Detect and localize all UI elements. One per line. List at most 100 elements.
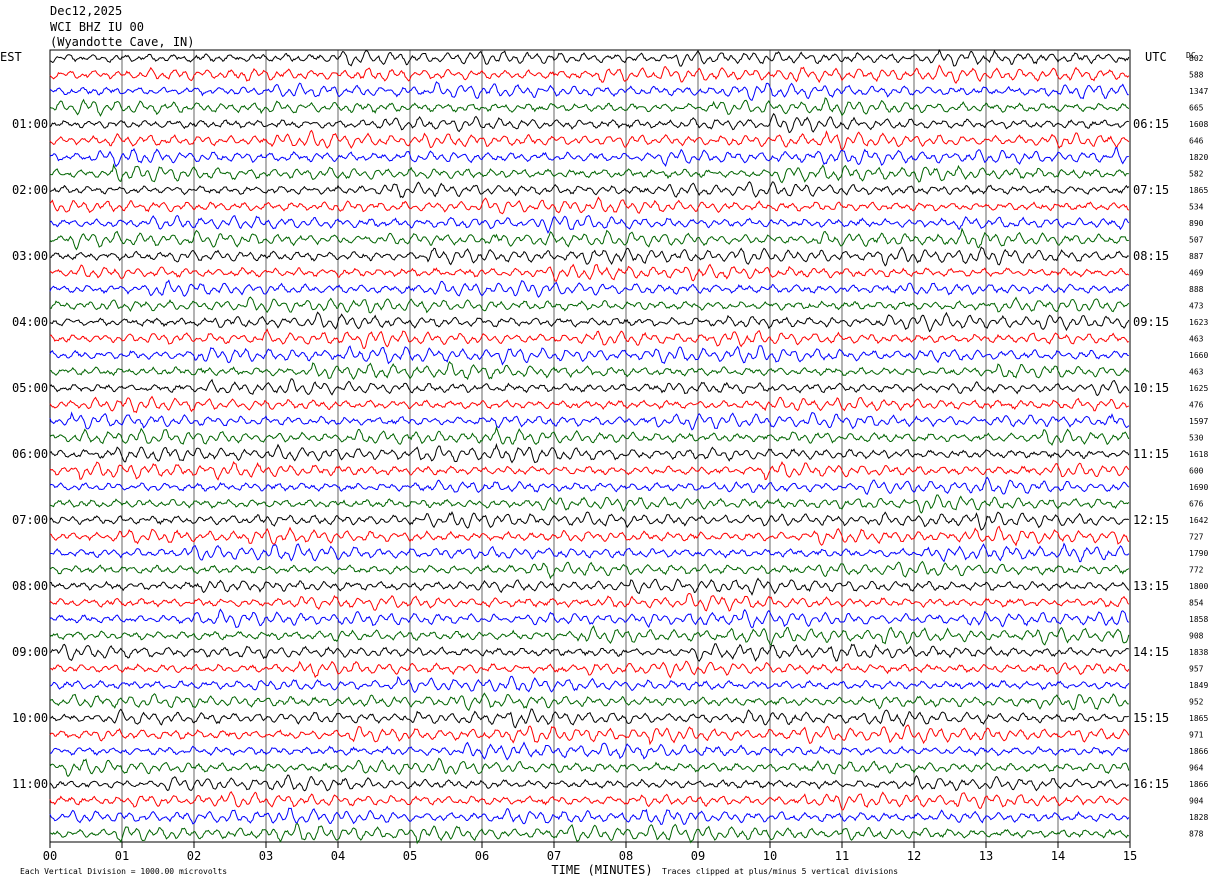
est-hour-label: 02:00 xyxy=(12,183,48,197)
trace-line xyxy=(49,510,1129,531)
est-hour-label: 06:00 xyxy=(12,447,48,461)
trace-line xyxy=(49,345,1129,366)
trace-line xyxy=(49,708,1129,729)
trace-line xyxy=(49,724,1130,746)
trace-line xyxy=(49,97,1130,117)
trace-line xyxy=(49,560,1130,580)
dc-offset-label: 1625 xyxy=(1189,384,1208,393)
trace-line xyxy=(49,81,1129,101)
x-tick-label: 06 xyxy=(475,849,489,863)
dc-offset-label: 1828 xyxy=(1189,813,1208,822)
utc-hour-label: 10:15 xyxy=(1133,381,1169,395)
trace-line xyxy=(49,757,1130,778)
dc-label: DC xyxy=(1186,51,1196,60)
trace-line xyxy=(49,608,1130,629)
trace-line xyxy=(49,328,1130,350)
trace-line xyxy=(49,577,1130,596)
dc-offset-label: 802 xyxy=(1189,54,1204,63)
utc-hour-label: 06:15 xyxy=(1133,117,1169,131)
utc-hour-label: 11:15 xyxy=(1133,447,1169,461)
location-label: (Wyandotte Cave, IN) xyxy=(50,35,195,49)
trace-line xyxy=(49,246,1129,267)
trace-line xyxy=(49,196,1130,215)
trace-line xyxy=(49,790,1129,811)
x-tick-label: 03 xyxy=(259,849,273,863)
trace-line xyxy=(49,64,1130,84)
dc-offset-label: 957 xyxy=(1189,665,1204,674)
trace-line xyxy=(49,146,1129,168)
dc-offset-label: 1608 xyxy=(1189,120,1208,129)
trace-line xyxy=(49,395,1130,414)
dc-offset-label: 473 xyxy=(1189,302,1204,311)
trace-line xyxy=(49,525,1130,547)
dc-offset-label: 952 xyxy=(1189,698,1204,707)
dc-offset-label: 1623 xyxy=(1189,318,1208,327)
x-tick-label: 13 xyxy=(979,849,993,863)
dc-offset-label: 1838 xyxy=(1189,648,1208,657)
utc-hour-label: 08:15 xyxy=(1133,249,1169,263)
trace-line xyxy=(49,227,1129,251)
trace-line xyxy=(49,442,1130,464)
dc-offset-label: 463 xyxy=(1189,368,1204,377)
date-label: Dec12,2025 xyxy=(50,4,123,18)
dc-offset-label: 582 xyxy=(1189,170,1204,179)
dc-offset-label: 476 xyxy=(1189,401,1204,410)
trace-line xyxy=(49,425,1130,446)
x-tick-label: 05 xyxy=(403,849,417,863)
dc-offset-label: 887 xyxy=(1189,252,1204,261)
dc-offset-label: 665 xyxy=(1189,104,1204,113)
dc-offset-label: 1858 xyxy=(1189,615,1208,624)
scale-note: Each Vertical Division = 1000.00 microvo… xyxy=(20,867,228,876)
dc-offset-label: 1866 xyxy=(1189,780,1208,789)
dc-offset-label: 1347 xyxy=(1189,87,1208,96)
est-hour-label: 07:00 xyxy=(12,513,48,527)
dc-offset-label: 854 xyxy=(1189,599,1204,608)
est-axis-label: EST xyxy=(0,50,22,64)
x-tick-label: 11 xyxy=(835,849,849,863)
dc-offset-label: 469 xyxy=(1189,269,1204,278)
est-hour-label: 03:00 xyxy=(12,249,48,263)
trace-line xyxy=(49,279,1130,298)
trace-line xyxy=(49,311,1130,333)
utc-hour-label: 13:15 xyxy=(1133,579,1169,593)
trace-line xyxy=(49,360,1130,381)
trace-line xyxy=(49,774,1129,792)
dc-offset-label: 1642 xyxy=(1189,516,1208,525)
trace-line xyxy=(49,542,1130,563)
x-tick-label: 12 xyxy=(907,849,921,863)
x-tick-label: 02 xyxy=(187,849,201,863)
dc-offset-label: 1820 xyxy=(1189,153,1208,162)
utc-hour-label: 15:15 xyxy=(1133,711,1169,725)
trace-line xyxy=(49,675,1130,694)
dc-offset-label: 588 xyxy=(1189,71,1204,80)
est-hour-label: 11:00 xyxy=(12,777,48,791)
trace-line xyxy=(49,692,1129,712)
utc-hour-label: 09:15 xyxy=(1133,315,1169,329)
trace-line xyxy=(49,822,1130,845)
utc-hour-label: 07:15 xyxy=(1133,183,1169,197)
x-tick-label: 04 xyxy=(331,849,345,863)
dc-offset-label: 1690 xyxy=(1189,483,1208,492)
utc-hour-label: 12:15 xyxy=(1133,513,1169,527)
est-hour-label: 10:00 xyxy=(12,711,48,725)
x-tick-label: 15 xyxy=(1123,849,1137,863)
x-axis-title: TIME (MINUTES) xyxy=(551,863,652,877)
utc-hour-label: 16:15 xyxy=(1133,777,1169,791)
trace-line xyxy=(49,181,1130,199)
trace-line xyxy=(49,296,1130,314)
x-tick-label: 07 xyxy=(547,849,561,863)
trace-line xyxy=(49,660,1130,679)
dc-offset-label: 1597 xyxy=(1189,417,1208,426)
est-hour-label: 09:00 xyxy=(12,645,48,659)
trace-line xyxy=(49,494,1130,514)
dc-offset-label: 1849 xyxy=(1189,681,1208,690)
trace-line xyxy=(49,741,1129,761)
dc-offset-label: 530 xyxy=(1189,434,1204,443)
dc-offset-label: 1660 xyxy=(1189,351,1208,360)
dc-offset-label: 534 xyxy=(1189,203,1204,212)
trace-line xyxy=(49,592,1130,612)
dc-offset-label: 904 xyxy=(1189,797,1204,806)
est-hour-label: 01:00 xyxy=(12,117,48,131)
trace-line xyxy=(49,163,1129,184)
trace-line xyxy=(49,263,1130,282)
